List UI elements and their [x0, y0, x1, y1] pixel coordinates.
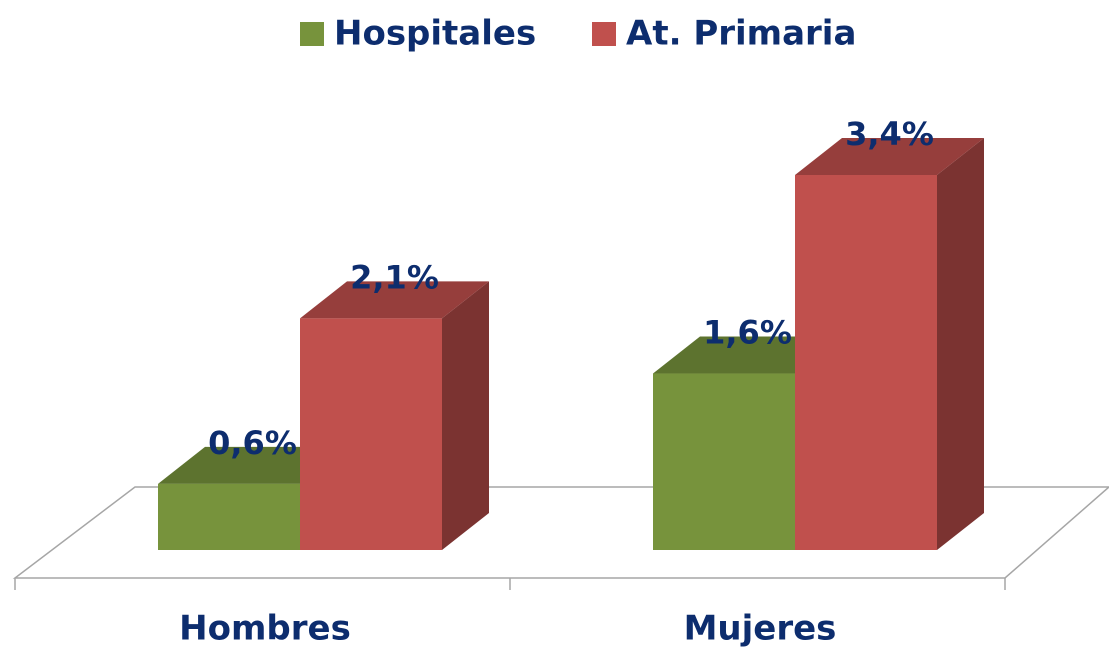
bar-top: [300, 281, 489, 319]
legend-swatch: [300, 22, 324, 46]
bar-top: [158, 446, 347, 484]
bar-side: [937, 138, 984, 550]
bar: [653, 373, 795, 550]
legend-swatch: [592, 22, 616, 46]
legend-label: At. Primaria: [626, 14, 856, 54]
value-label: 0,6%: [208, 424, 297, 462]
x-tick-label: Mujeres: [684, 609, 837, 649]
value-label: 3,4%: [845, 115, 934, 153]
value-label: 2,1%: [350, 258, 439, 296]
bar-top: [653, 336, 842, 374]
bar: [158, 483, 300, 550]
legend-label: Hospitales: [334, 14, 536, 54]
value-label: 1,6%: [703, 314, 792, 352]
bar: [300, 318, 442, 550]
bar: [795, 175, 937, 550]
x-tick-label: Hombres: [179, 609, 351, 649]
bar-side: [442, 281, 489, 550]
bar-top: [795, 138, 984, 175]
